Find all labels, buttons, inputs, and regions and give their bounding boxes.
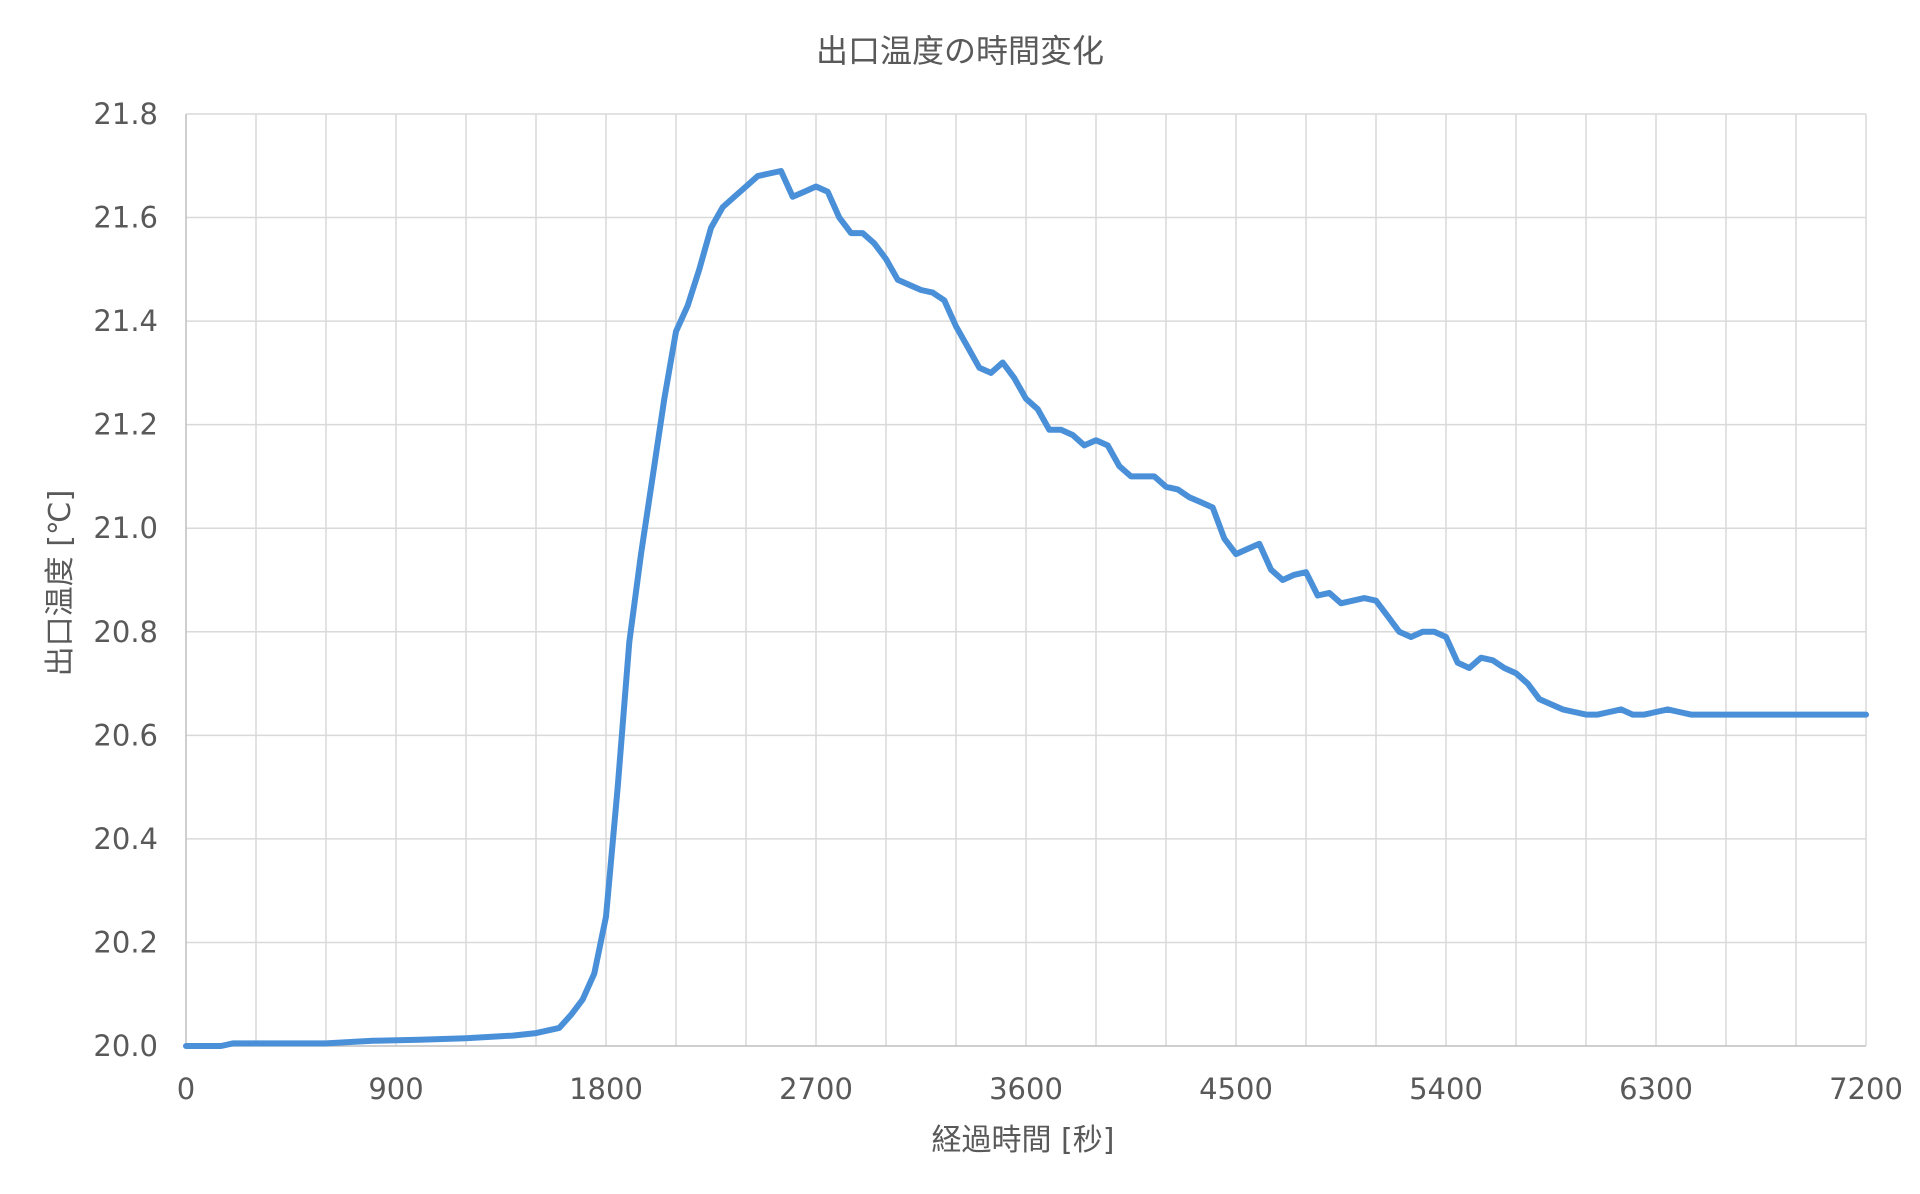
y-tick-label: 20.2: [93, 925, 158, 959]
x-axis-label: 経過時間 [秒]: [932, 1123, 1115, 1158]
x-tick-label: 6300: [1619, 1072, 1693, 1106]
y-tick-label: 20.8: [93, 615, 158, 649]
series-layer: [183, 168, 1869, 1049]
chart-title: 出口温度の時間変化: [816, 32, 1104, 70]
x-tick-label: 900: [368, 1072, 423, 1106]
x-tick-label: 2700: [779, 1072, 853, 1106]
x-tick-label: 5400: [1409, 1072, 1483, 1106]
y-tick-label: 21.4: [93, 304, 158, 338]
series-line: [183, 168, 1869, 1049]
y-tick-label: 21.0: [93, 511, 158, 545]
x-tick-label: 7200: [1829, 1072, 1903, 1106]
x-tick-label: 4500: [1199, 1072, 1273, 1106]
tick-labels: 0 900 1800 2700 3600 4500 5400 6300 7200 20.0 20.2…: [93, 97, 1902, 1106]
x-tick-label: 3600: [989, 1072, 1063, 1106]
y-tick-label: 20.0: [93, 1029, 158, 1063]
y-tick-label: 20.6: [93, 718, 158, 752]
y-tick-label: 20.4: [93, 822, 158, 856]
grid-lines: [186, 113, 1866, 1046]
x-tick-label: 0: [177, 1072, 195, 1106]
x-tick-label: 1800: [569, 1072, 643, 1106]
y-tick-label: 21.8: [93, 97, 158, 131]
axes: [185, 114, 1867, 1047]
y-tick-label: 21.2: [93, 408, 158, 442]
y-tick-label: 21.6: [93, 201, 158, 235]
y-axis-label: 出口温度 [℃]: [43, 490, 78, 677]
